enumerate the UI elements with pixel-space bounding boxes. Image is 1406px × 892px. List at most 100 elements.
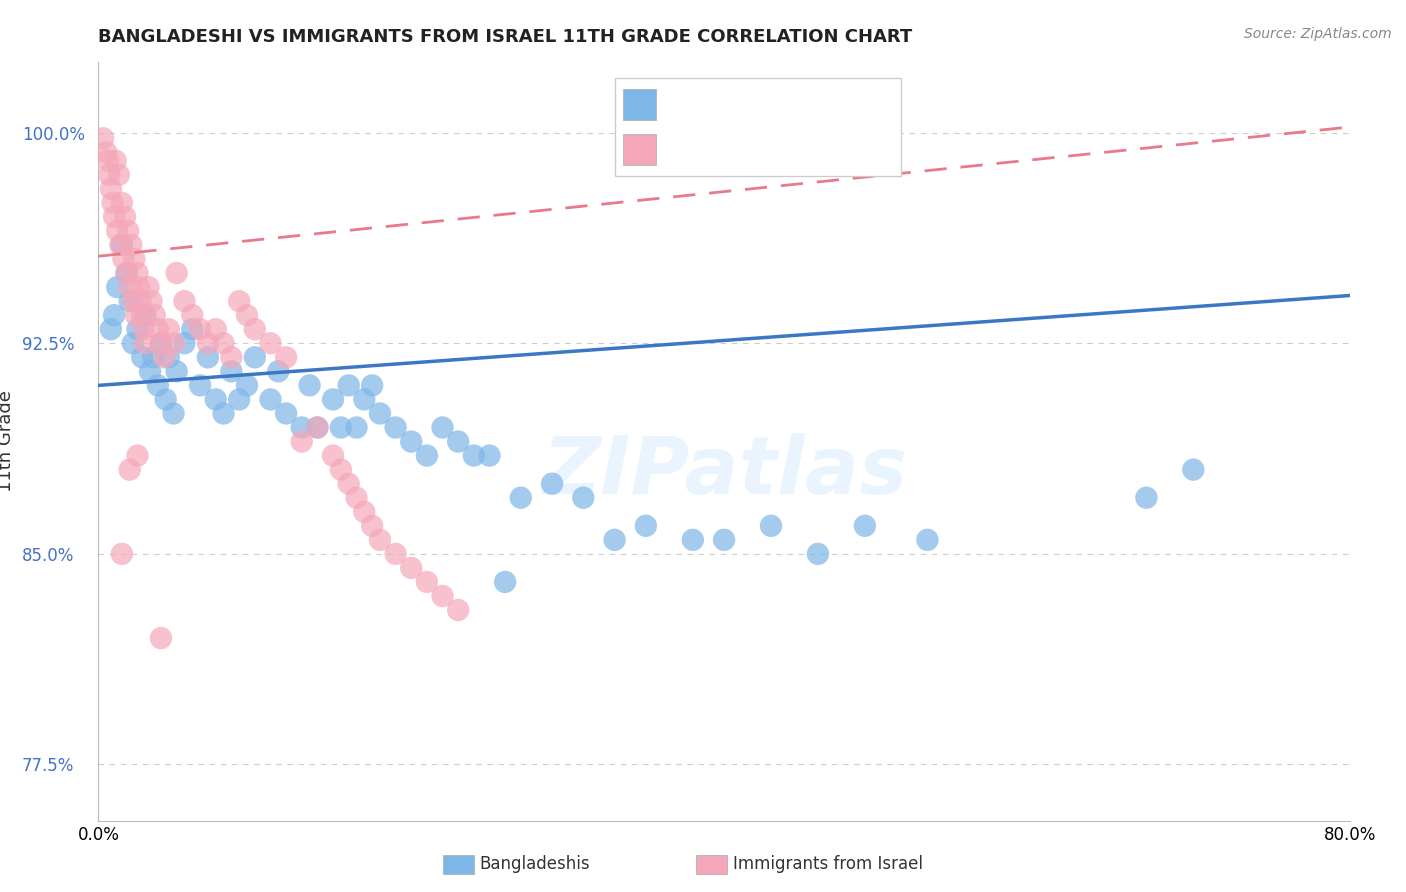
Point: [146, 322, 169, 336]
Point: [118, 294, 141, 309]
Point: [125, 308, 148, 322]
Point: [432, 589, 454, 603]
Point: [221, 351, 243, 365]
Point: [132, 322, 155, 336]
Point: [1135, 491, 1157, 505]
Point: [401, 561, 423, 575]
Point: [401, 434, 423, 449]
Point: [157, 322, 180, 336]
Point: [291, 420, 314, 434]
Point: [162, 336, 184, 351]
Point: [291, 434, 314, 449]
Point: [188, 322, 211, 336]
Text: R =: R =: [668, 95, 704, 113]
Point: [346, 420, 368, 434]
Point: [509, 491, 531, 505]
Point: [384, 547, 406, 561]
Point: [134, 336, 156, 351]
Point: [146, 378, 169, 392]
Point: [713, 533, 735, 547]
Point: [105, 224, 128, 238]
Point: [384, 420, 406, 434]
Point: [212, 407, 235, 421]
Point: [432, 420, 454, 434]
Point: [188, 378, 211, 392]
Point: [337, 476, 360, 491]
Point: [118, 280, 141, 294]
Point: [361, 378, 384, 392]
Point: [139, 364, 162, 378]
Point: [129, 294, 152, 309]
Point: [361, 518, 384, 533]
Text: BANGLADESHI VS IMMIGRANTS FROM ISRAEL 11TH GRADE CORRELATION CHART: BANGLADESHI VS IMMIGRANTS FROM ISRAEL 11…: [98, 28, 912, 45]
Point: [259, 336, 281, 351]
Point: [96, 145, 118, 160]
Point: [105, 280, 128, 294]
Point: [134, 308, 156, 322]
Point: [181, 308, 204, 322]
Point: [143, 308, 166, 322]
Point: [162, 407, 184, 421]
Point: [121, 336, 143, 351]
Point: [634, 518, 657, 533]
Point: [155, 392, 177, 407]
Point: [150, 336, 173, 351]
Point: [447, 434, 470, 449]
Point: [1182, 462, 1205, 476]
Point: [204, 392, 226, 407]
Point: [131, 351, 153, 365]
Point: [100, 182, 122, 196]
Text: N =: N =: [778, 141, 814, 159]
Point: [228, 392, 250, 407]
Point: [197, 351, 219, 365]
Point: [128, 280, 150, 294]
Point: [353, 505, 375, 519]
Point: [124, 252, 146, 266]
Point: [103, 210, 125, 224]
Text: 0.024: 0.024: [706, 141, 769, 159]
Text: ZIPatlas: ZIPatlas: [541, 433, 907, 511]
Text: Bangladeshis: Bangladeshis: [479, 855, 591, 873]
Point: [150, 336, 173, 351]
Point: [259, 392, 281, 407]
Point: [759, 518, 782, 533]
Point: [120, 238, 142, 252]
Point: [104, 153, 127, 168]
Point: [494, 574, 516, 589]
Point: [111, 547, 134, 561]
Point: [368, 533, 391, 547]
Point: [115, 266, 138, 280]
Point: [173, 294, 195, 309]
Text: R =: R =: [668, 141, 704, 159]
Point: [478, 449, 501, 463]
Point: [121, 294, 143, 309]
Point: [181, 322, 204, 336]
Point: [463, 449, 485, 463]
Text: 62: 62: [818, 95, 844, 113]
Point: [329, 462, 352, 476]
Point: [807, 547, 830, 561]
Point: [197, 336, 219, 351]
Point: [141, 294, 163, 309]
Point: [853, 518, 876, 533]
Text: Immigrants from Israel: Immigrants from Israel: [733, 855, 922, 873]
FancyBboxPatch shape: [614, 78, 901, 177]
Point: [682, 533, 704, 547]
Point: [110, 238, 132, 252]
Point: [142, 351, 165, 365]
Text: 66: 66: [818, 141, 844, 159]
Point: [127, 266, 149, 280]
Point: [100, 322, 122, 336]
Point: [307, 420, 329, 434]
Point: [98, 168, 121, 182]
Point: [307, 420, 329, 434]
Point: [603, 533, 626, 547]
Point: [322, 392, 344, 407]
Point: [236, 378, 259, 392]
Point: [274, 351, 298, 365]
Point: [111, 238, 134, 252]
Point: [173, 336, 195, 351]
Point: [91, 131, 114, 145]
Point: [131, 308, 153, 322]
Point: [212, 336, 235, 351]
